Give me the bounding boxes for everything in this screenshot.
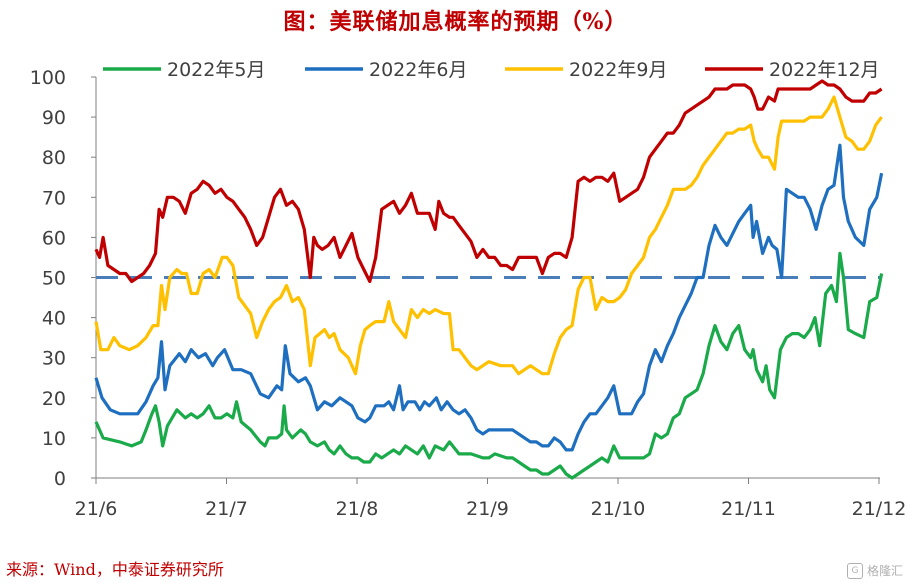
series-line-2 [94,143,884,452]
y-tick-label: 80 [42,147,66,169]
y-tick-label: 60 [42,227,66,249]
series-line-4 [94,79,883,284]
legend-label-2: 2022年6月 [369,59,467,81]
x-tick-label: 21/6 [75,498,118,520]
y-tick-label: 90 [42,107,66,129]
legend-label-1: 2022年5月 [167,59,265,81]
x-tick-label: 21/8 [336,498,379,520]
legend-label-3: 2022年9月 [569,59,667,81]
y-tick-label: 50 [42,268,66,290]
x-tick-label: 21/9 [466,498,509,520]
watermark: G 格隆汇 [846,562,903,579]
y-tick-label: 10 [42,428,66,450]
y-tick-label: 40 [42,308,66,330]
source-note: 来源：Wind，中泰证券研究所 [6,560,224,579]
x-tick-label: 21/10 [591,498,646,520]
legend-label-4: 2022年12月 [769,59,880,81]
y-tick-label: 20 [42,388,66,410]
legend: 2022年5月 2022年6月 2022年9月 2022年12月 [103,59,880,81]
series-line-1 [94,251,884,480]
y-tick-label: 100 [30,67,66,89]
chart-title: 图：美联储加息概率的预期（%） [283,9,628,35]
y-tick-label: 30 [42,348,66,370]
y-tick-label: 70 [42,187,66,209]
axes: 0 10 20 30 40 50 60 70 80 90 100 21/6 21/7 21/8 21/9 21… [30,67,907,520]
watermark-logo-icon: G [846,562,863,579]
x-tick-label: 21/11 [721,498,776,520]
watermark-text: 格隆汇 [866,564,903,578]
series-layer [94,79,884,480]
x-tick-label: 21/12 [852,498,907,520]
x-tick-label: 21/7 [205,498,248,520]
y-tick-label: 0 [54,468,66,490]
series-line-3 [94,95,883,376]
